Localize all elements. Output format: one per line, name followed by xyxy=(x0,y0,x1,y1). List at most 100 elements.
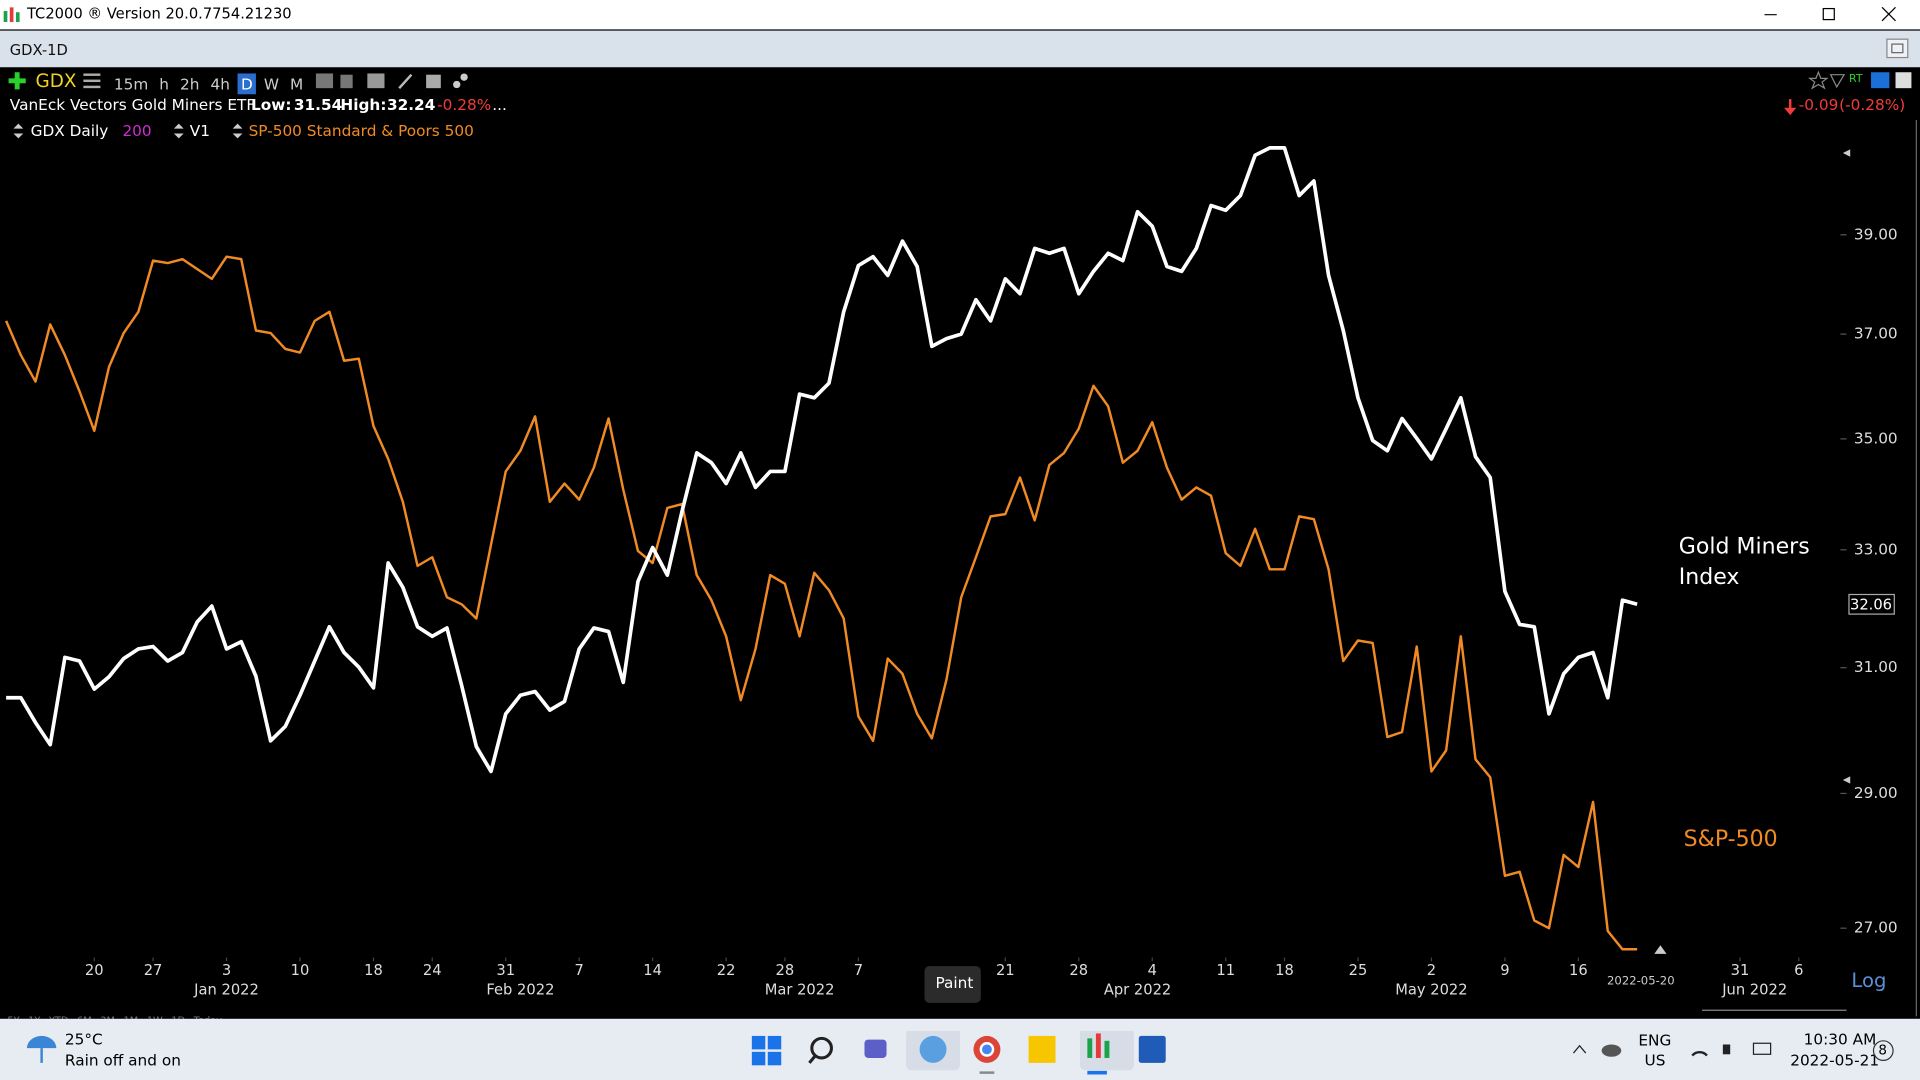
list-icon[interactable] xyxy=(83,72,103,89)
restore-icon[interactable] xyxy=(1886,38,1910,60)
x-month-label: Jan 2022 xyxy=(193,982,259,999)
x-month-label: Jun 2022 xyxy=(1721,982,1787,999)
temperature: 25°C xyxy=(64,1029,103,1049)
x-tick-label: 2 xyxy=(1427,962,1436,979)
timeframe-button[interactable]: D xyxy=(237,73,257,95)
tool-icons[interactable] xyxy=(313,71,478,91)
tray-icons[interactable] xyxy=(1570,1036,1778,1063)
high-label: High: xyxy=(340,95,387,114)
timeframe-button[interactable]: W xyxy=(263,74,279,94)
app-icon xyxy=(3,7,20,23)
change-percent: -0.28% xyxy=(437,95,492,114)
tab-bar: GDX-1D xyxy=(0,30,1920,68)
timeframes: 15m h 2h 4h D W M xyxy=(110,71,310,95)
x-tick-label: 4 xyxy=(1148,962,1157,979)
tab-title[interactable]: GDX-1D xyxy=(9,41,68,59)
x-tick-label: 7 xyxy=(575,962,584,979)
legend-volume[interactable]: V1 xyxy=(189,121,211,140)
last-price-label: 32.06 xyxy=(1850,597,1892,614)
low-label: Low: xyxy=(251,95,292,114)
timeframe-button[interactable]: 2h xyxy=(180,74,200,94)
y-tick-label: 37.00 xyxy=(1854,325,1898,343)
log-button[interactable]: Log xyxy=(1851,968,1887,992)
legend-arrows[interactable] xyxy=(231,122,243,139)
range-buttons: 5Y1YYTD6M3M1M1W1DToday xyxy=(7,1005,230,1026)
x-tick-label: 3 xyxy=(222,962,231,979)
legend-series[interactable]: GDX Daily xyxy=(30,121,109,140)
x-tick-label: 27 xyxy=(144,962,163,979)
taskbar: 25°C Rain off and on ENG US 10:30 AM 202… xyxy=(0,1018,1920,1080)
y-tick-label: 27.00 xyxy=(1854,919,1898,937)
x-month-label: Apr 2022 xyxy=(1104,982,1171,999)
y-tick-label: 39.00 xyxy=(1854,225,1898,243)
notification-badge-bg xyxy=(1872,1040,1894,1062)
low-value: 31.54 xyxy=(293,95,343,114)
annotation: S&P-500 xyxy=(1683,826,1778,853)
y-tick-label: 31.00 xyxy=(1854,658,1898,676)
add-icon[interactable] xyxy=(7,71,27,91)
window-title: TC2000 ® Version 20.0.7754.21230 xyxy=(26,4,292,23)
change: -0.09 xyxy=(1798,95,1839,114)
series-line xyxy=(6,146,1638,774)
x-tick-label: 11 xyxy=(1216,962,1235,979)
x-tick-label: 6 xyxy=(1794,962,1803,979)
x-tick-label: 18 xyxy=(1275,962,1294,979)
clock-time[interactable]: 10:30 AM xyxy=(1803,1029,1877,1049)
language[interactable]: ENG xyxy=(1638,1031,1672,1050)
x-tick-label: 9 xyxy=(1500,962,1509,979)
x-tick-label: 16 xyxy=(1569,962,1588,979)
timeframe-button[interactable]: h xyxy=(159,74,170,94)
x-tick-label: 28 xyxy=(776,962,795,979)
timeframe-button[interactable]: 4h xyxy=(210,74,230,94)
timeframe-button[interactable]: 15m xyxy=(113,74,149,94)
legend-arrows[interactable] xyxy=(173,122,185,139)
top-right-icons[interactable] xyxy=(1807,70,1917,92)
timeframe-button[interactable]: M xyxy=(289,74,304,94)
high-value: 32.24 xyxy=(386,95,436,114)
symbol[interactable]: GDX xyxy=(35,69,77,92)
scroll-marker xyxy=(1654,945,1667,954)
legend-ma[interactable]: 200 xyxy=(122,121,152,140)
quote-name: VanEck Vectors Gold Miners ETF xyxy=(9,95,256,114)
weather-icon[interactable] xyxy=(24,1033,58,1067)
notification-badge[interactable]: 8 xyxy=(1878,1042,1887,1058)
region[interactable]: US xyxy=(1644,1050,1666,1069)
last-date-label: 2022-05-20 xyxy=(1607,973,1675,987)
x-month-label: May 2022 xyxy=(1395,982,1467,999)
x-tick-label: 14 xyxy=(643,962,662,979)
x-tick-label: 28 xyxy=(1069,962,1088,979)
legend-series[interactable]: SP-500 Standard & Poors 500 xyxy=(248,121,474,140)
scroll-marker xyxy=(1842,776,1851,784)
tooltip: Paint xyxy=(924,966,981,1003)
x-tick-label: 25 xyxy=(1349,962,1368,979)
x-tick-label: 31 xyxy=(496,962,515,979)
legend-arrows[interactable] xyxy=(12,122,24,139)
realtime: RT xyxy=(1848,73,1863,86)
change-percent-paren: (-0.28%) xyxy=(1839,95,1906,114)
x-tick-label: 21 xyxy=(996,962,1015,979)
series-line xyxy=(4,255,1638,951)
x-tick-label: 18 xyxy=(364,962,383,979)
x-month-label: Feb 2022 xyxy=(486,982,554,999)
x-tick-label: 31 xyxy=(1731,962,1750,979)
x-tick-label: 20 xyxy=(85,962,104,979)
window-controls[interactable] xyxy=(1751,0,1920,29)
more[interactable]: ... xyxy=(492,95,507,114)
annotation: Gold Miners Index xyxy=(1678,533,1810,591)
clock-date[interactable]: 2022-05-21 xyxy=(1790,1050,1880,1069)
x-tick-label: 22 xyxy=(717,962,736,979)
x-month-label: Mar 2022 xyxy=(765,982,835,999)
down-arrow xyxy=(1784,99,1797,116)
y-tick-label: 33.00 xyxy=(1854,540,1898,558)
x-tick-label: 24 xyxy=(423,962,442,979)
tooltip-text: Paint xyxy=(935,973,974,992)
y-tick-label: 35.00 xyxy=(1854,429,1898,447)
taskbar-apps[interactable] xyxy=(749,1031,1171,1075)
title-bar: TC2000 ® Version 20.0.7754.21230 xyxy=(0,0,1920,30)
weather: Rain off and on xyxy=(64,1050,181,1069)
x-tick-label: 10 xyxy=(291,962,310,979)
x-tick-label: 7 xyxy=(854,962,863,979)
scroll-marker xyxy=(1842,149,1851,157)
